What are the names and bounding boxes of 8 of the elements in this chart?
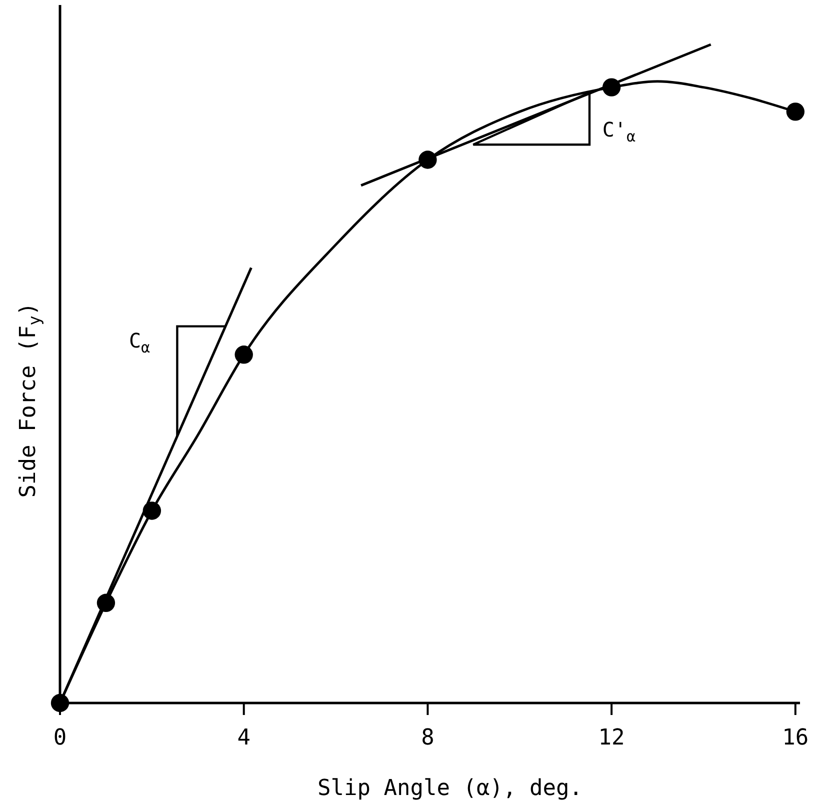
x-tick-label: 4 (237, 725, 250, 750)
x-tick-label: 8 (421, 725, 434, 750)
x-tick-label: 12 (598, 725, 625, 750)
x-axis-title: Slip Angle (α), deg. (318, 776, 582, 801)
x-tick-label: 0 (53, 725, 67, 750)
annotation: C$_{α}$ (128, 328, 150, 356)
x-tick-label: 16 (782, 725, 809, 750)
annotation: C'$_{α}$ (602, 118, 636, 146)
